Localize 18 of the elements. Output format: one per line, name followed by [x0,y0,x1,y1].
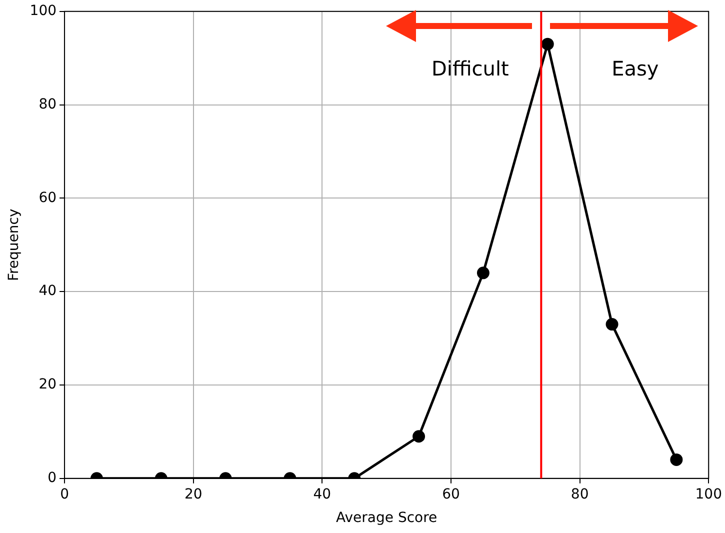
point [476,266,490,280]
x-tick-label: 100 [695,486,722,502]
x-tick-label: 20 [184,486,202,502]
y-tick-label: 0 [48,470,57,486]
x-tick-label: 80 [570,486,589,502]
y-axis-title: Frequency [6,208,22,282]
y-tick-label: 40 [38,283,57,300]
point [541,38,554,50]
x-tick-label: 0 [60,486,69,502]
y-tick-label: 60 [38,190,57,206]
y-tick-label: 100 [30,3,57,20]
y-tick-label: 80 [38,96,57,112]
annotation: Difficult [431,56,510,81]
x-tick-label: 40 [313,486,332,502]
x-tick-label: 60 [442,486,460,502]
annotation: Easy [612,56,659,81]
x-axis-title: Average Score [336,510,438,526]
y-tick-label: 20 [38,376,57,393]
